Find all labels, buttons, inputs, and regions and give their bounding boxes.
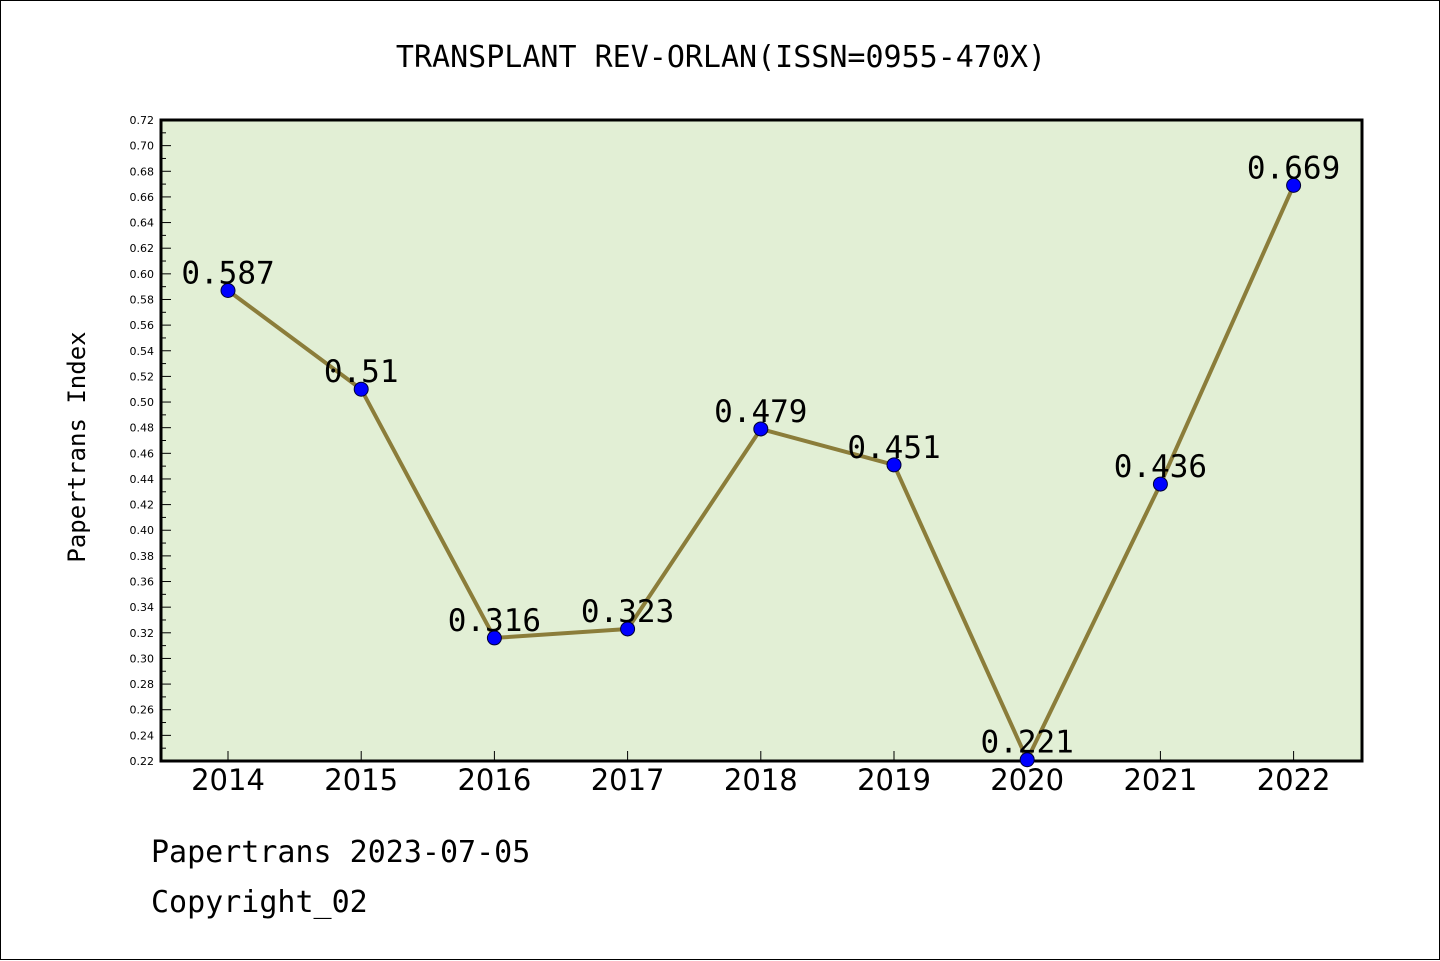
x-tick-label: 2016 <box>457 763 531 797</box>
y-tick-label: 0.68 <box>130 165 155 178</box>
plot-area <box>159 118 1364 763</box>
y-tick-label: 0.30 <box>130 652 155 665</box>
x-tick-label: 2021 <box>1123 763 1197 797</box>
y-tick-label: 0.36 <box>130 576 155 589</box>
x-tick-label: 2019 <box>857 763 931 797</box>
data-label: 0.316 <box>448 603 541 639</box>
y-tick-label: 0.52 <box>130 370 155 383</box>
data-point-marker <box>1152 476 1168 492</box>
data-point-marker <box>620 621 636 637</box>
y-tick-label: 0.54 <box>130 345 155 358</box>
y-tick-label: 0.72 <box>130 114 155 127</box>
y-tick-label: 0.22 <box>130 755 155 768</box>
x-tick-label: 2020 <box>990 763 1064 797</box>
data-point-marker <box>486 630 502 646</box>
x-tick-label: 2015 <box>324 763 398 797</box>
y-tick-label: 0.48 <box>130 422 155 435</box>
data-label: 0.323 <box>581 594 674 630</box>
footer-copyright: Copyright_02 <box>151 885 368 920</box>
data-point-marker <box>1019 752 1035 768</box>
data-labels: 0.587 0.51 0.316 0.323 0.479 0.451 0.221 0.436 0… <box>181 150 1340 760</box>
data-point-marker <box>886 457 902 473</box>
y-tick-label: 0.62 <box>130 242 155 255</box>
y-axis: 0.22 0.24 0.26 0.28 0.30 0.32 0.34 0.36 0.38 0.40… <box>130 114 171 768</box>
data-label: 0.587 <box>181 256 274 292</box>
x-tick-label: 2018 <box>724 763 798 797</box>
data-label: 0.221 <box>981 725 1074 761</box>
y-tick-label: 0.60 <box>130 268 155 281</box>
chart-title: TRANSPLANT REV-ORLAN(ISSN=0955-470X) <box>396 40 1046 75</box>
x-tick-label: 2014 <box>191 763 265 797</box>
y-tick-label: 0.70 <box>130 140 155 153</box>
data-label: 0.451 <box>847 430 940 466</box>
data-point-marker <box>220 283 236 299</box>
footer-date: Papertrans 2023-07-05 <box>151 835 531 870</box>
data-label: 0.669 <box>1247 150 1340 186</box>
y-axis-label: Papertrans Index <box>63 331 91 562</box>
y-tick-label: 0.28 <box>130 678 155 691</box>
y-tick-label: 0.34 <box>130 601 155 614</box>
data-point-marker <box>353 381 369 397</box>
y-tick-label: 0.56 <box>130 319 155 332</box>
y-tick-label: 0.42 <box>130 499 155 512</box>
y-tick-label: 0.44 <box>130 473 155 486</box>
data-label: 0.479 <box>714 394 807 430</box>
data-label: 0.436 <box>1114 449 1207 485</box>
y-tick-label: 0.26 <box>130 704 155 717</box>
x-axis: 2014 2015 2016 2017 2018 2019 2020 2021 2022 <box>191 751 1331 797</box>
y-tick-label: 0.24 <box>130 729 155 742</box>
data-label: 0.51 <box>324 354 399 390</box>
data-point-marker <box>753 421 769 437</box>
data-point-marker <box>1286 177 1302 193</box>
x-tick-label: 2017 <box>591 763 665 797</box>
y-tick-label: 0.32 <box>130 627 155 640</box>
y-tick-label: 0.50 <box>130 396 155 409</box>
x-tick-label: 2022 <box>1257 763 1331 797</box>
data-markers <box>220 177 1302 768</box>
y-tick-label: 0.40 <box>130 524 155 537</box>
y-tick-label: 0.66 <box>130 191 155 204</box>
y-tick-label: 0.38 <box>130 550 155 563</box>
y-tick-label: 0.46 <box>130 447 155 460</box>
y-tick-label: 0.58 <box>130 293 155 306</box>
y-tick-label: 0.64 <box>130 217 155 230</box>
